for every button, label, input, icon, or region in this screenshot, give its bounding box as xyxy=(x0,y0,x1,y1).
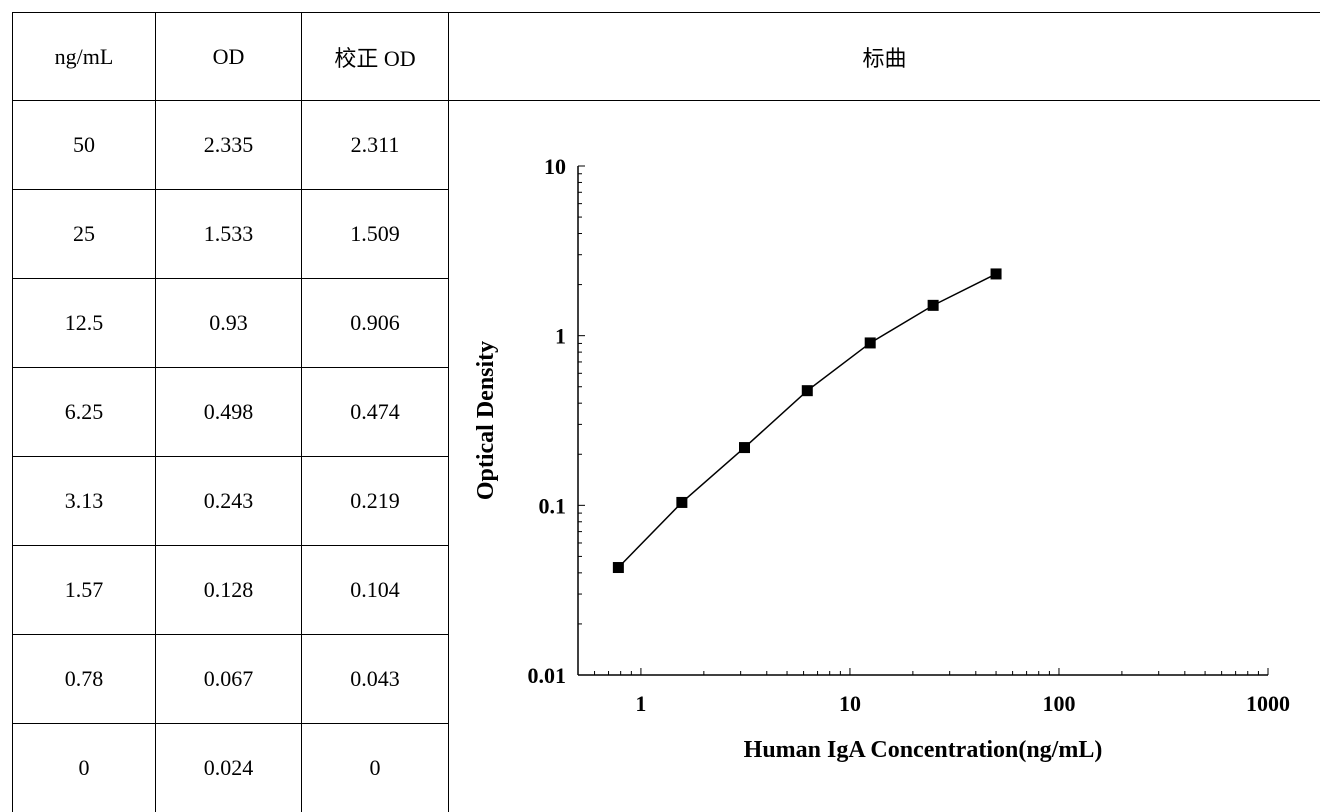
data-point xyxy=(613,562,624,573)
cell-od: 2.335 xyxy=(156,101,302,190)
data-point xyxy=(991,268,1002,279)
data-point xyxy=(928,300,939,311)
cell-od: 0.067 xyxy=(156,635,302,724)
header-od: OD xyxy=(156,13,302,101)
x-tick-label: 10 xyxy=(839,691,861,716)
standard-curve-chart: 1 10 100 1000 0.01 0.1 1 10 Human IgA Concentrat… xyxy=(449,101,1320,804)
cell-corrected-od: 0 xyxy=(302,724,449,812)
x-tick-label: 1000 xyxy=(1246,691,1290,716)
cell-corrected-od: 0.104 xyxy=(302,546,449,635)
cell-corrected-od: 0.043 xyxy=(302,635,449,724)
data-point xyxy=(865,337,876,348)
header-corrected-od: 校正 OD xyxy=(302,13,449,101)
cell-od: 0.93 xyxy=(156,279,302,368)
cell-od: 1.533 xyxy=(156,190,302,279)
cell-concentration: 50 xyxy=(13,101,156,190)
cell-concentration: 3.13 xyxy=(13,457,156,546)
chart-header: 标曲 xyxy=(449,12,1320,101)
y-tick-label: 0.01 xyxy=(528,663,567,688)
cell-od: 0.024 xyxy=(156,724,302,812)
data-point xyxy=(802,385,813,396)
y-tick-label: 1 xyxy=(555,324,566,349)
data-point xyxy=(676,497,687,508)
cell-od: 0.128 xyxy=(156,546,302,635)
y-tick-label: 10 xyxy=(544,154,566,179)
cell-concentration: 25 xyxy=(13,190,156,279)
cell-concentration: 12.5 xyxy=(13,279,156,368)
y-axis-label: Optical Density xyxy=(473,341,499,500)
x-axis-label: Human IgA Concentration(ng/mL) xyxy=(744,737,1103,763)
x-tick-label: 1 xyxy=(635,691,646,716)
cell-corrected-od: 1.509 xyxy=(302,190,449,279)
series-line xyxy=(618,274,996,568)
cell-corrected-od: 0.474 xyxy=(302,368,449,457)
cell-concentration: 0 xyxy=(13,724,156,812)
cell-od: 0.243 xyxy=(156,457,302,546)
data-point xyxy=(739,442,750,453)
cell-corrected-od: 0.219 xyxy=(302,457,449,546)
x-tick-label: 100 xyxy=(1042,691,1075,716)
cell-concentration: 1.57 xyxy=(13,546,156,635)
cell-concentration: 0.78 xyxy=(13,635,156,724)
table-header-row: ng/mL OD 校正 OD xyxy=(13,13,449,101)
cell-corrected-od: 2.311 xyxy=(302,101,449,190)
cell-od: 0.498 xyxy=(156,368,302,457)
cell-corrected-od: 0.906 xyxy=(302,279,449,368)
y-tick-label: 0.1 xyxy=(539,493,567,518)
header-concentration: ng/mL xyxy=(13,13,156,101)
cell-concentration: 6.25 xyxy=(13,368,156,457)
